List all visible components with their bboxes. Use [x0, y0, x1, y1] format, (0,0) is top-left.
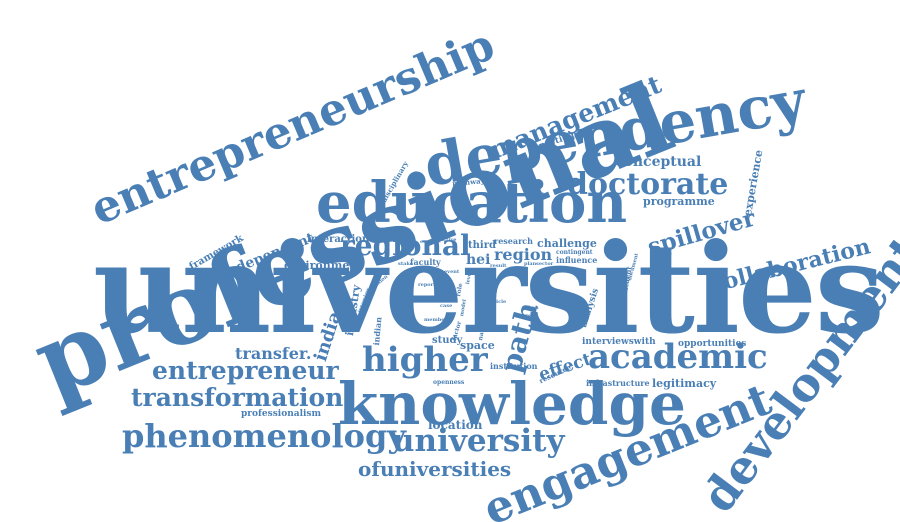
word-urban: urban: [522, 305, 539, 311]
word-plan: plan: [524, 261, 537, 267]
word-interviewswith: interviewswith: [582, 337, 656, 347]
word-transformation: transformation: [131, 383, 344, 412]
word-regional: regional: [340, 229, 471, 262]
word-result: result: [490, 263, 507, 269]
word-phenomenology: phenomenology: [122, 417, 406, 455]
word-space: space: [460, 339, 495, 352]
word-professionalism: professionalism: [241, 409, 321, 419]
word-programme: programme: [643, 195, 715, 208]
word-conceptual: conceptual: [615, 154, 702, 170]
word-education: education: [316, 170, 628, 236]
word-environment: environment: [284, 259, 363, 272]
word-entrepreneur: entrepreneur: [152, 356, 339, 385]
word-doctorate: doctorate: [567, 167, 729, 202]
word-member: member: [424, 317, 448, 323]
word-academic: academic: [588, 337, 768, 377]
word-reactive: reactive: [434, 237, 457, 243]
word-universities: universities: [93, 217, 885, 362]
word-indian: indian: [371, 316, 384, 346]
word-region: region: [494, 245, 553, 264]
word-higher: higher: [362, 340, 488, 380]
word-report: report: [418, 282, 436, 288]
word-legitimacy: legitimacy: [652, 377, 717, 390]
word-official: official: [418, 295, 438, 301]
word-transfer: transfer.: [235, 344, 312, 363]
word-current: current: [516, 313, 538, 319]
word-third: third: [468, 240, 496, 251]
word-location: location: [428, 418, 483, 432]
word-challenge: challenge: [537, 237, 597, 250]
word-pathway: pathway: [451, 176, 485, 188]
word-contingent: contingent: [556, 249, 593, 256]
word-study: study: [432, 335, 463, 346]
word-article: article: [488, 299, 507, 305]
word-interaction: interaction: [307, 234, 370, 245]
word-influence: influence: [556, 255, 598, 265]
word-openness: openness: [433, 379, 465, 386]
word-hei: hei: [466, 252, 491, 268]
word-sector: sector: [536, 261, 554, 267]
word-case: case: [440, 303, 453, 309]
word-explore: explore: [420, 239, 441, 245]
word-stake: stake: [398, 261, 414, 267]
word-research: research: [494, 236, 533, 246]
word-faculty: faculty: [410, 257, 441, 267]
word-knowledge: knowledge: [338, 370, 686, 438]
word-experience: experience: [741, 148, 766, 218]
word-university: university: [392, 423, 565, 459]
word-event: event: [444, 269, 460, 275]
word-opportunities: opportunities: [678, 339, 747, 349]
word-infrastructure: infrastructure: [586, 378, 650, 388]
word-ofuniversities: ofuniversities: [358, 457, 512, 481]
word-institution: institution: [490, 361, 538, 371]
